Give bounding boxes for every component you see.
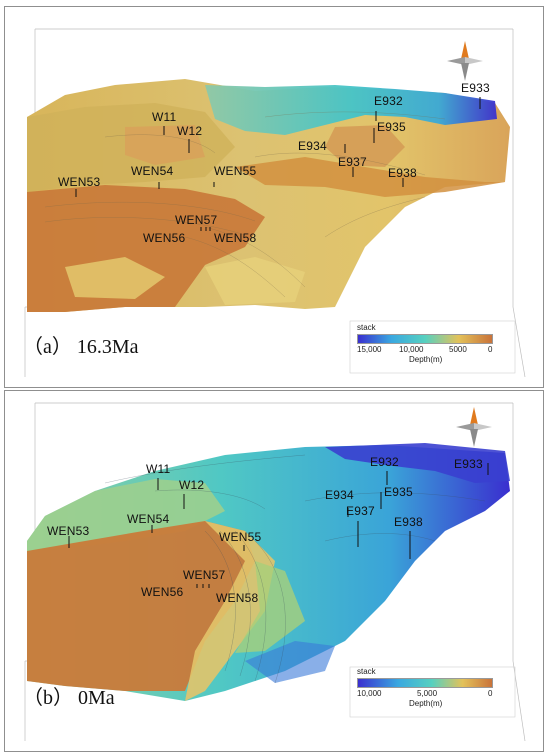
color-scale-bar: [357, 334, 493, 344]
well-label-e935: E935: [384, 485, 413, 499]
panel-a-16-3ma: W11 W12 WEN53 WEN54 WEN55 WEN57 WEN56 WE…: [4, 6, 544, 388]
well-label-wen58: WEN58: [214, 231, 257, 245]
depth-legend-b: stack 10,000 5,000 0 Depth(m): [357, 667, 497, 709]
well-label-e933: E933: [461, 81, 490, 95]
well-label-wen53: WEN53: [58, 175, 101, 189]
panel-b-caption: （b） 0Ma: [23, 687, 115, 709]
well-label-wen54: WEN54: [131, 164, 174, 178]
well-label-wen56: WEN56: [143, 231, 186, 245]
well-label-e938: E938: [394, 515, 423, 529]
panel-a-caption: （a） 16.3Ma: [23, 336, 139, 358]
well-label-wen55: WEN55: [214, 164, 257, 178]
well-label-wen57: WEN57: [183, 568, 226, 582]
well-label-e935: E935: [377, 120, 406, 134]
well-label-e934: E934: [325, 488, 354, 502]
well-label-wen56: WEN56: [141, 585, 184, 599]
well-label-w12: W12: [177, 124, 203, 138]
depth-surface-b: [24, 402, 526, 742]
well-label-w11: W11: [152, 110, 177, 124]
panel-b-0ma: W11 W12 WEN53 WEN54 WEN55 WEN57 WEN56 WE…: [4, 390, 544, 752]
well-label-e932: E932: [370, 455, 399, 469]
well-label-e933: E933: [454, 457, 483, 471]
legend-tick: 10,000: [357, 689, 382, 698]
legend-tick: 0: [488, 689, 493, 698]
legend-tick: 15,000: [357, 345, 382, 354]
north-arrow-icon: [454, 405, 494, 449]
legend-unit: Depth(m): [409, 355, 443, 364]
color-scale-bar: [357, 678, 493, 688]
well-label-wen53: WEN53: [47, 524, 90, 538]
well-label-wen55: WEN55: [219, 530, 262, 544]
legend-unit: Depth(m): [409, 699, 443, 708]
well-label-e938: E938: [388, 166, 417, 180]
legend-tick: 10,000: [399, 345, 424, 354]
well-label-e934: E934: [298, 139, 327, 153]
legend-title: stack: [357, 667, 376, 676]
well-label-wen58: WEN58: [216, 591, 259, 605]
legend-tick: 5,000: [417, 689, 438, 698]
well-label-e937: E937: [338, 155, 367, 169]
well-label-e932: E932: [374, 94, 403, 108]
well-label-e937: E937: [346, 504, 375, 518]
legend-tick: 0: [488, 345, 493, 354]
well-label-w11: W11: [146, 462, 171, 476]
legend-tick: 5000: [449, 345, 467, 354]
well-label-wen54: WEN54: [127, 512, 170, 526]
north-arrow-icon: [445, 39, 485, 83]
legend-title: stack: [357, 323, 376, 332]
well-label-wen57: WEN57: [175, 213, 218, 227]
well-label-w12: W12: [179, 478, 205, 492]
depth-legend-a: stack 15,000 10,000 5000 0 Depth(m): [357, 323, 497, 365]
depth-surface-a: [24, 28, 526, 378]
